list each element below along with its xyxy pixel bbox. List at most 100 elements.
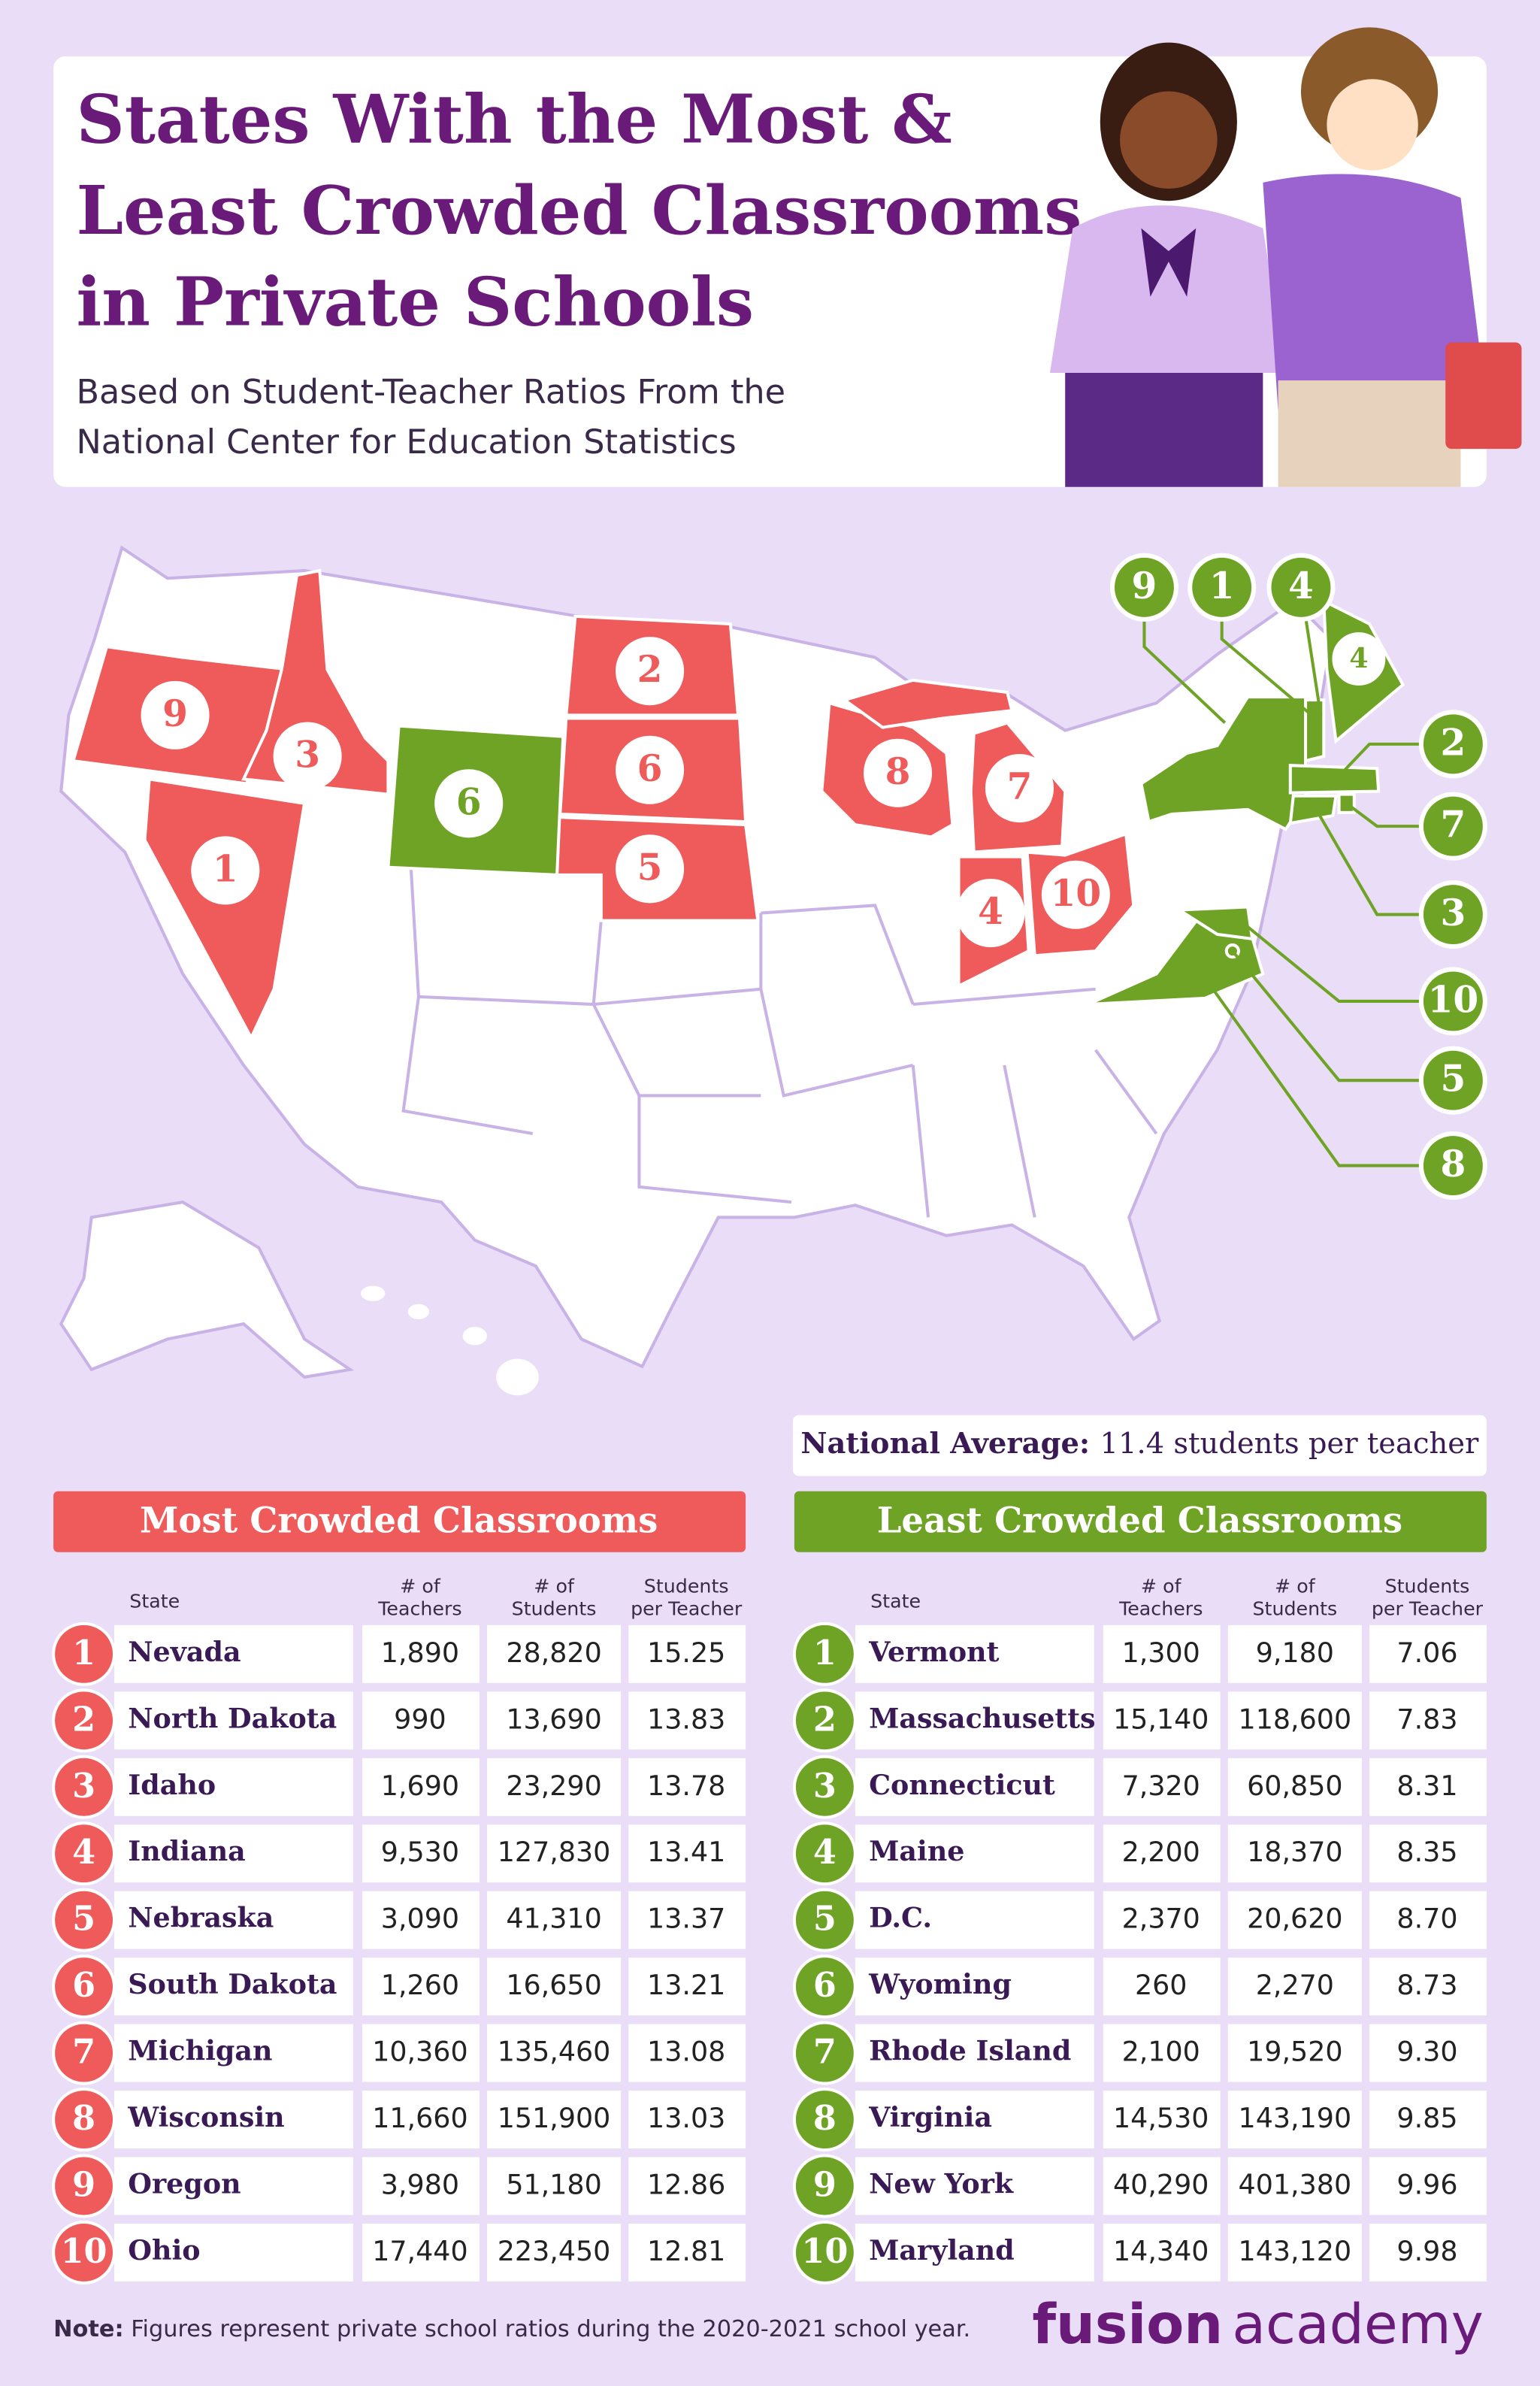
state-name: North Dakota [128,1702,337,1734]
students: 16,650 [506,1969,601,2001]
column-header: State [129,1591,180,1612]
ratio: 13.78 [647,1770,725,1802]
rank: 5 [72,1899,95,1939]
subtitle-line: National Center for Education Statistics [76,422,736,462]
state-name: D.C. [869,1902,932,1934]
rank: 8 [72,2098,95,2138]
map-badge [1418,710,1487,779]
rank-badge [792,1888,857,1952]
rank: 1 [813,1633,837,1673]
map-rank: 10 [1051,872,1102,915]
state-cell [855,2091,1094,2149]
rank: 3 [72,1766,95,1806]
cell [1227,2157,1362,2215]
cell [362,1824,480,1883]
note-label: Note: [53,2316,124,2342]
rank-badge [792,2021,857,2085]
cell [1227,2024,1362,2082]
state-cell [855,1958,1094,2016]
note-text: Figures represent private school ratios … [131,2316,970,2342]
cell [1369,2091,1487,2149]
ratio: 15.25 [647,1637,725,1669]
map-badge [1266,553,1336,622]
cell [628,1824,746,1883]
map-badge [141,680,210,749]
rank-badge [52,1955,116,2019]
ratio: 7.83 [1396,1703,1457,1735]
map-badge [1041,860,1110,929]
map-rank: 4 [1288,565,1314,607]
rank: 7 [72,2032,95,2072]
state-cell [855,2024,1094,2082]
state-name: Maryland [869,2234,1015,2266]
leader-line [1200,973,1454,1167]
map-rank: 5 [1440,1058,1466,1101]
column-header: Students [1385,1575,1470,1597]
map-rank: 5 [637,846,663,889]
rank: 2 [813,1699,837,1739]
national-average: National Average: 11.4 students per teac… [800,1427,1479,1461]
column-header: # of [534,1575,575,1597]
teachers: 1,890 [381,1637,459,1669]
cell [486,1891,622,1949]
students: 118,600 [1239,1703,1352,1735]
teachers: 1,300 [1122,1637,1200,1669]
cell [486,2024,622,2082]
map-rank: 8 [885,750,911,793]
rank-badge [52,1755,116,1819]
cell [486,1691,622,1750]
cell [486,2157,622,2215]
cell [1369,1758,1487,1816]
map-rank: 2 [637,648,663,691]
cell [628,1958,746,2016]
cell [362,1624,480,1683]
cell [1103,1824,1221,1883]
students: 51,180 [506,2169,601,2201]
state-name: Virginia [868,2101,992,2133]
rank-badge [52,2220,116,2285]
rank: 6 [813,1965,837,2005]
cell [1103,2157,1221,2215]
cell [362,2024,480,2082]
cell [1227,2091,1362,2149]
brand-logo: fusion academy [1032,2293,1484,2357]
ratio: 9.96 [1396,2169,1457,2201]
rank-badge [52,1888,116,1952]
column-header: Teachers [1118,1598,1203,1620]
teachers: 15,140 [1113,1703,1209,1735]
national-average-text: 11.4 students per teacher [1100,1427,1480,1461]
students: 28,820 [506,1637,601,1669]
table-title-bar [53,1491,746,1552]
students: 143,120 [1239,2235,1352,2267]
state-cell [855,1824,1094,1883]
teachers: 2,100 [1122,2036,1200,2068]
brand-second: academy [1232,2293,1484,2357]
map-rank: 6 [637,747,663,790]
map-badge [985,754,1054,823]
state-cell [114,1824,353,1883]
cell [1369,1624,1487,1683]
state-cell [114,2224,353,2282]
map-badge [191,836,260,905]
ratio: 12.86 [647,2169,725,2201]
teachers: 40,290 [1113,2169,1209,2201]
cell [1103,2091,1221,2149]
cell [1103,1958,1221,2016]
state-name: Idaho [128,1769,216,1801]
map-badge [1418,967,1487,1036]
cell [362,2091,480,2149]
students: 2,270 [1256,1969,1334,2001]
rank: 6 [72,1965,95,2005]
map-rank: 4 [978,890,1003,933]
map-rank: 6 [456,780,482,823]
state-cell [114,1758,353,1816]
students: 19,520 [1247,2036,1342,2068]
column-header: Teachers [377,1598,461,1620]
state-name: Wyoming [868,1968,1012,2000]
state-name: Oregon [128,2168,241,2200]
teachers: 2,370 [1122,1903,1200,1935]
rank: 7 [813,2032,837,2072]
rank-badge [792,1821,857,1886]
state-name: Nebraska [128,1902,274,1934]
cell [1369,2024,1487,2082]
